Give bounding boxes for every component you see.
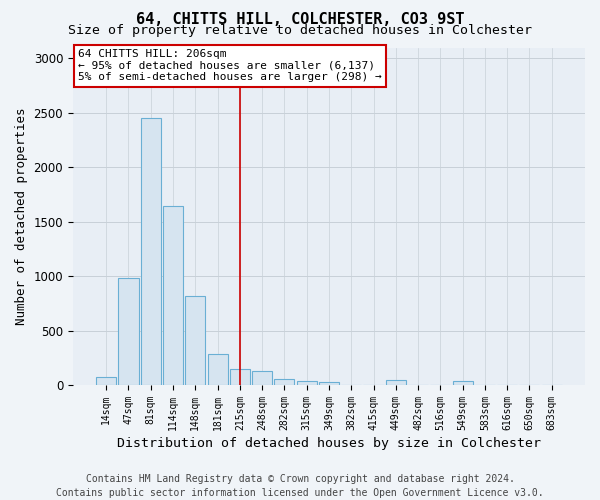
Bar [452,380,473,385]
Bar [118,278,139,385]
Text: 64 CHITTS HILL: 206sqm
← 95% of detached houses are smaller (6,137)
5% of semi-d: 64 CHITTS HILL: 206sqm ← 95% of detached… [78,49,382,82]
Bar [386,380,406,385]
Y-axis label: Number of detached properties: Number of detached properties [15,108,28,325]
X-axis label: Distribution of detached houses by size in Colchester: Distribution of detached houses by size … [117,437,541,450]
Text: Contains HM Land Registry data © Crown copyright and database right 2024.
Contai: Contains HM Land Registry data © Crown c… [56,474,544,498]
Bar [252,371,272,385]
Bar [96,377,116,385]
Text: 64, CHITTS HILL, COLCHESTER, CO3 9ST: 64, CHITTS HILL, COLCHESTER, CO3 9ST [136,12,464,28]
Bar [296,380,317,385]
Bar [208,354,227,385]
Text: Size of property relative to detached houses in Colchester: Size of property relative to detached ho… [68,24,532,37]
Bar [141,118,161,385]
Bar [230,368,250,385]
Bar [319,382,339,385]
Bar [274,378,295,385]
Bar [163,206,183,385]
Bar [185,296,205,385]
